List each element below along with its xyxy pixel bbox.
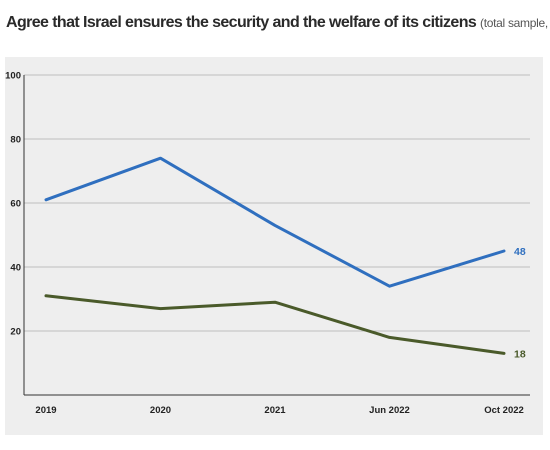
- chart-title-text: Agree that Israel ensures the security a…: [6, 14, 477, 31]
- series-lines: [44, 156, 506, 355]
- series-end-label-0: 48: [514, 246, 526, 258]
- x-tick-label-2: 2021: [264, 405, 286, 416]
- x-tick-label-4: Oct 2022: [484, 405, 524, 416]
- x-tick-label-0: 2019: [35, 405, 56, 416]
- y-tick-label-40: 40: [10, 263, 21, 274]
- y-tick-label-20: 20: [10, 327, 21, 338]
- gridlines: [24, 74, 530, 332]
- x-axis-ticks: 2019 2020 2021 Jun 2022 Oct 2022: [35, 405, 523, 416]
- end-labels: 48 18: [514, 246, 526, 360]
- y-tick-label-100: 100: [5, 71, 21, 82]
- series-end-label-1: 18: [514, 348, 526, 360]
- y-tick-label-80: 80: [10, 135, 21, 146]
- x-tick-label-1: 2020: [150, 405, 171, 416]
- axes: [23, 75, 530, 396]
- series-line-0: [44, 156, 506, 288]
- x-tick-label-3: Jun 2022: [369, 405, 410, 416]
- y-axis-ticks: 100 80 60 40 20: [5, 71, 21, 338]
- series-line-1: [44, 294, 506, 355]
- chart-title: Agree that Israel ensures the security a…: [6, 14, 550, 32]
- chart-subtitle: (total sample, %): [480, 16, 550, 30]
- plot-background: [5, 57, 543, 435]
- y-tick-label-60: 60: [10, 199, 21, 210]
